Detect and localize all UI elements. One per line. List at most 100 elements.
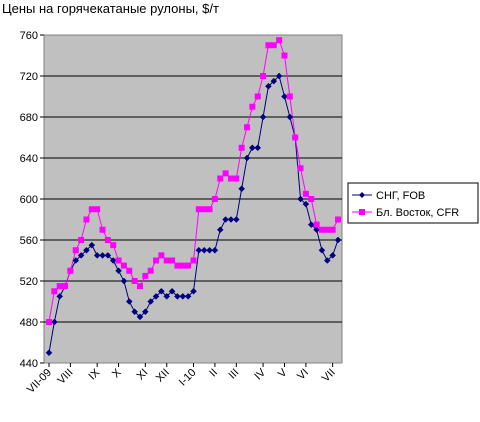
data-point-cis-fob	[195, 246, 203, 254]
data-point-far-east-cfr	[195, 206, 202, 213]
data-point-cis-fob	[334, 236, 342, 244]
data-point-far-east-cfr	[217, 175, 224, 182]
data-point-far-east-cfr	[260, 73, 267, 79]
data-point-far-east-cfr	[104, 237, 111, 243]
legend-box	[347, 182, 479, 224]
data-point-far-east-cfr	[46, 319, 52, 325]
y-tick-label: 720	[20, 71, 38, 83]
data-point-far-east-cfr	[179, 262, 186, 269]
data-point-far-east-cfr	[94, 206, 101, 213]
y-tick-label: 560	[20, 235, 38, 247]
data-point-cis-fob	[109, 257, 117, 264]
data-point-cis-fob	[77, 252, 85, 259]
x-axis: VII-09 VIII IX X XI XII I-10 II III IV V VI VII	[25, 363, 338, 396]
data-point-cis-fob	[275, 72, 283, 80]
data-point-cis-fob	[45, 349, 53, 357]
data-point-cis-fob	[270, 77, 278, 85]
data-point-far-east-cfr	[313, 221, 320, 228]
data-point-far-east-cfr	[142, 272, 149, 279]
data-point-cis-fob	[93, 252, 101, 259]
y-tick-label: 520	[20, 276, 38, 288]
data-point-far-east-cfr	[169, 257, 176, 264]
data-point-far-east-cfr	[190, 257, 197, 264]
data-point-cis-fob	[238, 185, 246, 193]
x-tick-label: XII	[154, 367, 172, 385]
data-point-cis-fob	[302, 200, 310, 208]
data-point-cis-fob	[147, 298, 155, 305]
data-point-cis-fob	[163, 293, 171, 300]
data-point-cis-fob	[141, 308, 149, 316]
legend-marker-cis	[359, 192, 365, 198]
data-point-cis-fob	[50, 318, 58, 326]
legend-marker-far-east	[359, 209, 365, 215]
data-point-cis-fob	[254, 144, 262, 152]
data-point-far-east-cfr	[270, 42, 277, 49]
data-point-cis-fob	[99, 252, 106, 259]
data-point-far-east-cfr	[238, 144, 245, 151]
data-point-cis-fob	[323, 257, 331, 264]
data-point-far-east-cfr	[254, 93, 261, 100]
data-point-far-east-cfr	[99, 226, 106, 233]
x-tick-label: X	[110, 366, 124, 380]
data-point-far-east-cfr	[244, 124, 251, 131]
data-point-cis-fob	[115, 267, 122, 275]
data-point-cis-fob	[88, 241, 96, 249]
legend-label-far-east: Бл. Восток, CFR	[376, 207, 459, 219]
data-point-far-east-cfr	[62, 283, 69, 290]
data-point-far-east-cfr	[153, 257, 160, 264]
series-layer	[45, 37, 342, 357]
data-point-far-east-cfr	[78, 237, 85, 243]
data-point-cis-fob	[56, 293, 64, 300]
y-tick-label: 440	[20, 358, 38, 370]
data-point-far-east-cfr	[249, 103, 256, 110]
y-axis: 440 480 520 560 600 640 680 720 760	[20, 30, 44, 370]
data-point-far-east-cfr	[88, 206, 95, 213]
data-point-cis-fob	[136, 313, 144, 321]
data-point-far-east-cfr	[131, 278, 138, 284]
x-tick-label: V	[276, 366, 290, 380]
data-point-cis-fob	[83, 246, 90, 254]
data-point-cis-fob	[190, 287, 197, 295]
data-point-far-east-cfr	[115, 257, 122, 264]
data-point-far-east-cfr	[329, 226, 336, 233]
data-point-cis-fob	[259, 113, 267, 121]
x-tick-label: III	[226, 367, 241, 382]
data-point-far-east-cfr	[233, 175, 240, 182]
x-tick-label: I-10	[177, 367, 199, 389]
data-point-cis-fob	[329, 252, 337, 259]
data-point-cis-fob	[232, 216, 240, 223]
y-tick-label: 480	[20, 317, 38, 329]
data-point-far-east-cfr	[302, 190, 309, 197]
data-point-far-east-cfr	[227, 175, 234, 182]
x-tick-label: II	[207, 367, 220, 380]
y-tick-label: 760	[20, 30, 38, 42]
data-point-far-east-cfr	[335, 216, 341, 223]
data-point-cis-fob	[200, 246, 208, 254]
data-point-cis-fob	[307, 221, 315, 228]
data-point-far-east-cfr	[51, 288, 58, 295]
data-point-far-east-cfr	[211, 196, 218, 202]
data-point-far-east-cfr	[72, 247, 79, 254]
data-point-far-east-cfr	[281, 52, 288, 59]
data-point-far-east-cfr	[174, 262, 181, 269]
data-point-cis-fob	[158, 287, 165, 295]
data-point-far-east-cfr	[110, 242, 117, 249]
data-point-cis-fob	[120, 277, 128, 285]
data-point-far-east-cfr	[206, 206, 213, 213]
data-point-cis-fob	[131, 308, 138, 316]
data-point-far-east-cfr	[158, 252, 165, 259]
data-point-cis-fob	[222, 216, 229, 223]
x-tick-label: IX	[86, 366, 102, 382]
data-point-cis-fob	[265, 82, 272, 90]
data-point-far-east-cfr	[324, 226, 331, 233]
data-point-cis-fob	[313, 226, 320, 234]
data-point-cis-fob	[72, 257, 80, 264]
data-point-far-east-cfr	[67, 267, 74, 274]
data-point-cis-fob	[152, 293, 160, 300]
data-point-far-east-cfr	[308, 196, 315, 202]
data-point-far-east-cfr	[292, 134, 299, 141]
y-tick-label: 640	[20, 153, 38, 165]
data-point-cis-fob	[206, 246, 213, 254]
legend: СНГ, FOB Бл. Восток, CFR	[347, 182, 479, 224]
